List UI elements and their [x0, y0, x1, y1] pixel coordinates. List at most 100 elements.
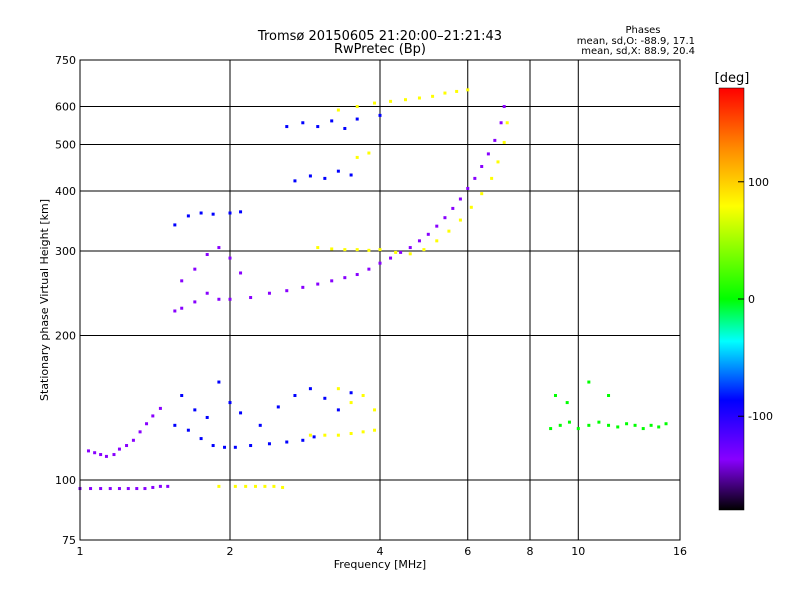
data-point: [186, 428, 190, 432]
data-point: [89, 487, 93, 491]
data-point: [378, 248, 382, 252]
data-point: [293, 394, 297, 398]
x-tick-label: 2: [227, 545, 234, 558]
data-point: [233, 484, 237, 488]
x-axis-label: Frequency [MHz]: [334, 558, 426, 571]
data-point: [641, 427, 645, 431]
data-point: [330, 279, 334, 283]
y-axis-label: Stationary phase Virtual Height [km]: [38, 199, 51, 401]
data-point: [117, 447, 121, 451]
data-point: [180, 279, 184, 283]
data-point: [330, 119, 334, 123]
data-point: [505, 121, 509, 125]
data-point: [217, 380, 221, 384]
data-point: [431, 94, 435, 98]
data-point: [211, 212, 215, 216]
x-tick-label: 16: [673, 545, 687, 558]
data-point: [480, 164, 484, 168]
data-point: [99, 453, 103, 457]
data-point: [422, 248, 426, 252]
data-point: [151, 414, 155, 418]
data-point: [239, 271, 243, 275]
data-point: [408, 246, 412, 250]
data-point: [323, 176, 327, 180]
data-point: [117, 487, 121, 491]
colorbar-ticks: 100 0 -100: [738, 176, 773, 423]
data-point: [143, 487, 147, 491]
data-point: [378, 113, 382, 117]
data-point: [285, 289, 289, 293]
data-point: [361, 430, 365, 434]
data-point: [587, 380, 591, 384]
data-point: [355, 273, 359, 277]
data-point: [272, 484, 276, 488]
data-point: [408, 252, 412, 256]
y-tick-label: 100: [55, 474, 76, 487]
data-point: [367, 267, 371, 271]
data-points: [78, 88, 668, 491]
data-point: [349, 391, 353, 395]
data-point: [173, 423, 177, 427]
data-point: [308, 174, 312, 178]
data-point: [126, 487, 130, 491]
data-point: [151, 485, 155, 489]
data-point: [93, 451, 97, 455]
data-point: [343, 248, 347, 252]
data-point: [138, 430, 142, 434]
data-point: [199, 437, 203, 441]
data-point: [223, 445, 227, 449]
data-point: [239, 210, 243, 214]
y-tick-label: 300: [55, 245, 76, 258]
data-point: [443, 216, 447, 220]
data-point: [349, 401, 353, 405]
data-point: [131, 438, 135, 442]
data-point: [565, 401, 569, 405]
data-point: [281, 485, 285, 489]
y-tick-label: 75: [62, 534, 76, 547]
data-point: [330, 247, 334, 251]
data-point: [180, 394, 184, 398]
data-point: [417, 96, 421, 100]
data-point: [316, 282, 320, 286]
data-point: [607, 394, 611, 398]
data-point: [633, 423, 637, 427]
data-point: [664, 422, 668, 426]
y-tick-label: 500: [55, 139, 76, 152]
data-point: [173, 223, 177, 227]
data-point: [389, 99, 393, 103]
y-tick-label: 750: [55, 54, 76, 67]
data-point: [355, 155, 359, 159]
data-point: [228, 297, 232, 301]
data-point: [493, 138, 497, 142]
data-point: [466, 186, 470, 190]
data-point: [86, 449, 90, 453]
data-point: [394, 250, 398, 254]
x-tick-label: 10: [571, 545, 585, 558]
data-point: [104, 454, 108, 458]
data-point: [301, 121, 305, 125]
data-point: [228, 256, 232, 260]
data-point: [378, 261, 382, 265]
data-point: [199, 211, 203, 215]
data-point: [211, 444, 215, 448]
data-point: [558, 423, 562, 427]
data-point: [458, 197, 462, 201]
data-point: [316, 125, 320, 129]
data-point: [173, 309, 177, 313]
data-point: [158, 406, 162, 410]
data-point: [193, 267, 197, 271]
data-point: [217, 484, 221, 488]
data-point: [233, 445, 237, 449]
data-point: [312, 435, 316, 439]
data-point: [336, 108, 340, 112]
grid: [80, 60, 681, 540]
data-point: [373, 101, 377, 105]
data-point: [389, 256, 393, 260]
data-point: [112, 453, 116, 457]
colorbar-tick-label: 100: [748, 176, 769, 189]
data-point: [455, 89, 459, 93]
data-point: [323, 396, 327, 400]
data-point: [293, 179, 297, 183]
plot-frame: [79, 59, 681, 541]
chart-title: Tromsø 20150605 21:20:00–21:21:43: [257, 29, 502, 44]
